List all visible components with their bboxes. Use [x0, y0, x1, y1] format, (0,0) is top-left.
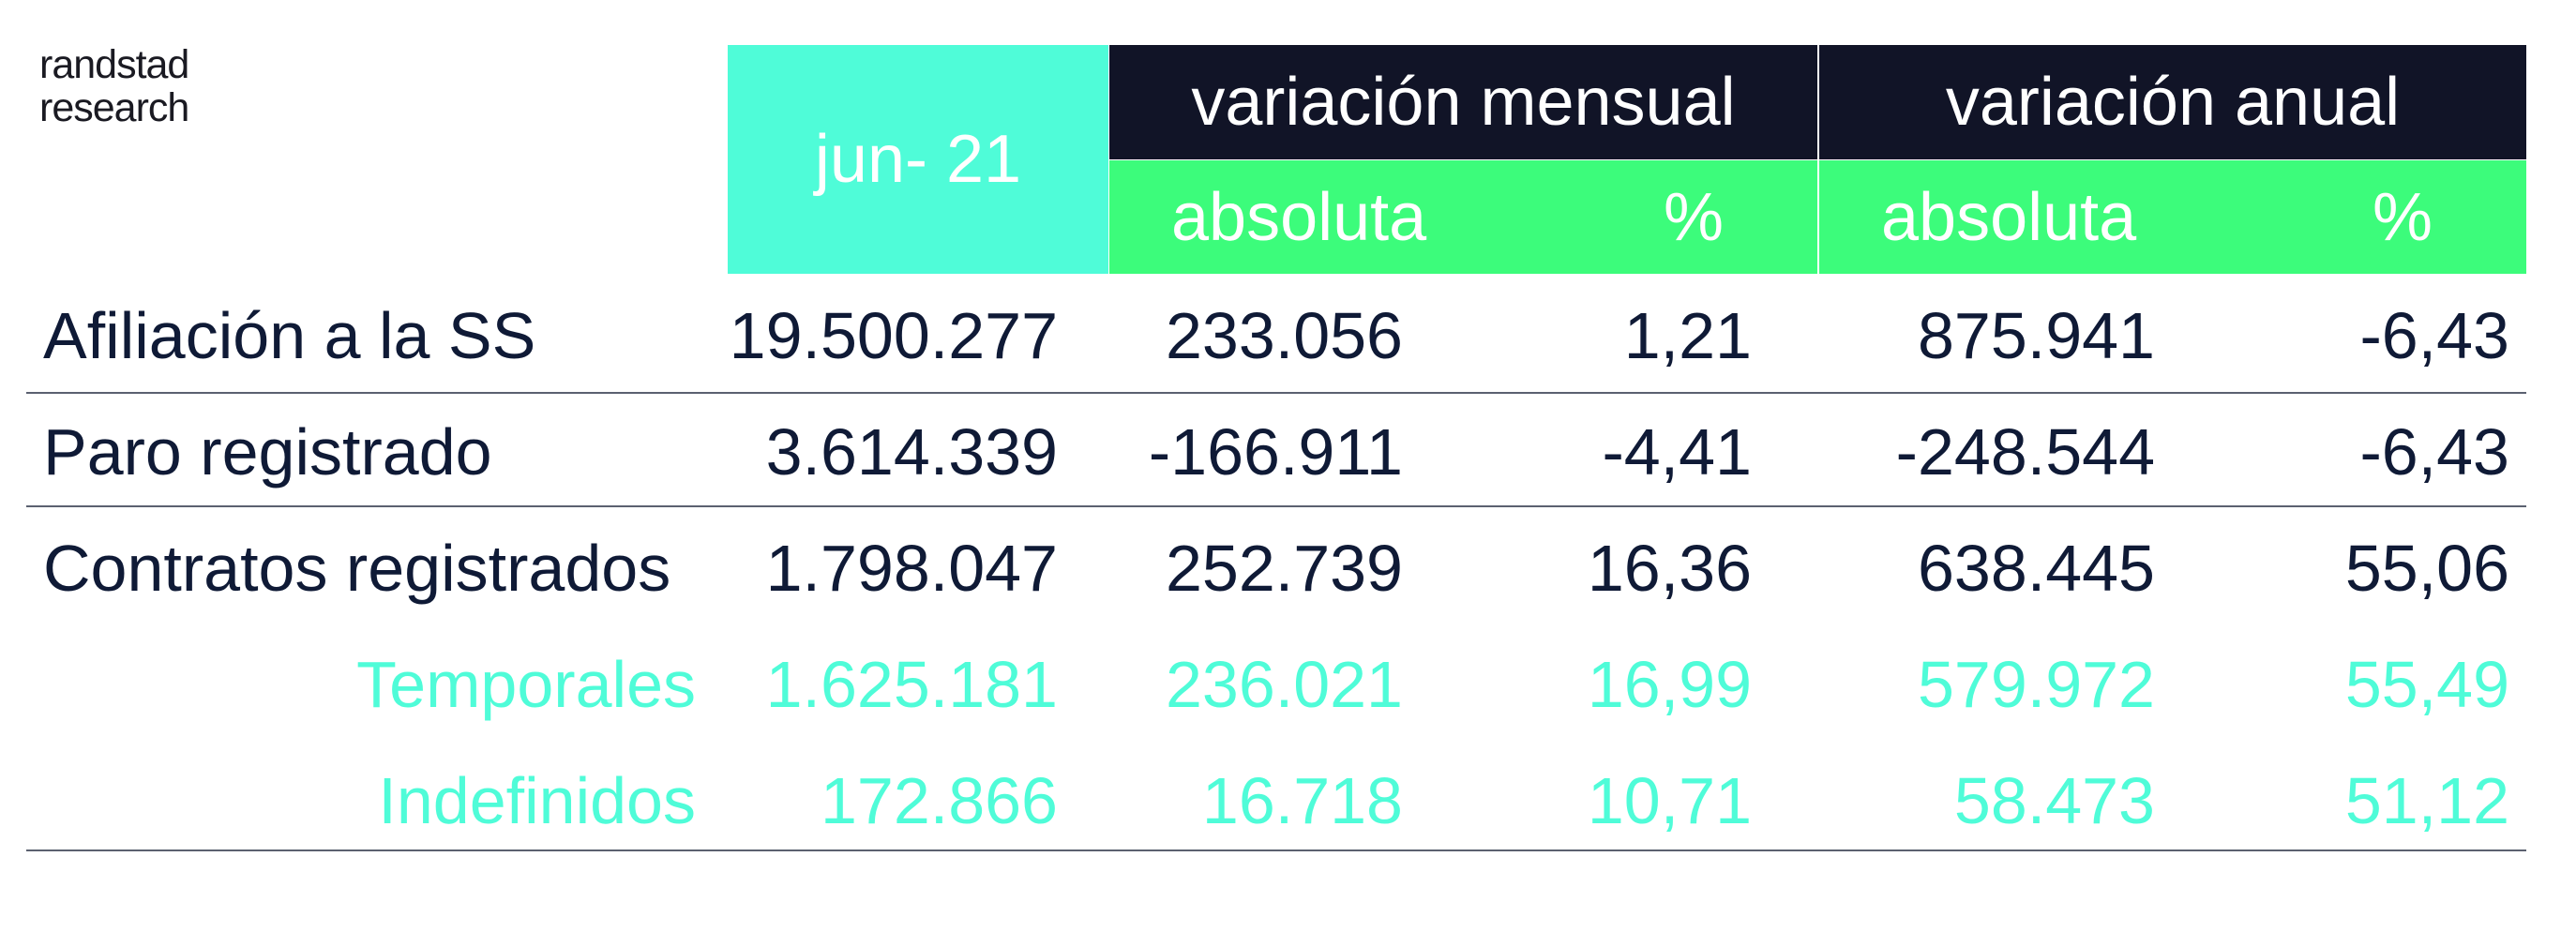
- header-variacion-mensual: variación mensual: [1109, 45, 1817, 159]
- cell-mensual-absoluta: 236.021: [1165, 648, 1403, 721]
- row-label: Indefinidos: [378, 764, 696, 837]
- row-label: Temporales: [356, 648, 696, 721]
- cell-anual-percent: 55,49: [2344, 648, 2509, 721]
- cell-anual-percent: -6,43: [2359, 299, 2509, 372]
- cell-anual-absoluta: 638.445: [1917, 532, 2155, 605]
- row-label: Contratos registrados: [43, 532, 671, 605]
- cell-anual-absoluta: 58.473: [1953, 764, 2155, 837]
- header-anual-percent: %: [2307, 160, 2526, 274]
- table-row: Temporales 1.625.181 236.021 16,99 579.9…: [0, 638, 2576, 731]
- cell-month: 1.798.047: [765, 532, 1058, 605]
- cell-mensual-percent: 10,71: [1587, 764, 1752, 837]
- cell-mensual-absoluta: 233.056: [1165, 299, 1403, 372]
- header-mensual-percent: %: [1597, 160, 1817, 274]
- row-divider: [26, 505, 2526, 507]
- cell-month: 19.500.277: [729, 299, 1058, 372]
- table-row: Paro registrado 3.614.339 -166.911 -4,41…: [0, 405, 2576, 499]
- row-divider: [26, 392, 2526, 394]
- cell-anual-absoluta: 579.972: [1917, 648, 2155, 721]
- cell-anual-absoluta: 875.941: [1917, 299, 2155, 372]
- cell-mensual-absoluta: -166.911: [1148, 415, 1403, 489]
- cell-month: 3.614.339: [765, 415, 1058, 489]
- cell-anual-absoluta: -248.544: [1895, 415, 2155, 489]
- cell-mensual-percent: 16,36: [1587, 532, 1752, 605]
- header-variacion-anual: variación anual: [1819, 45, 2526, 159]
- row-divider: [26, 849, 2526, 851]
- table-row: Contratos registrados 1.798.047 252.739 …: [0, 521, 2576, 615]
- cell-mensual-percent: 16,99: [1587, 648, 1752, 721]
- cell-mensual-absoluta: 16.718: [1201, 764, 1403, 837]
- logo-line-1: randstad: [39, 42, 189, 87]
- cell-mensual-percent: -4,41: [1602, 415, 1752, 489]
- header-anual-absoluta: absoluta: [1819, 160, 2307, 274]
- header-month: jun- 21: [728, 45, 1108, 274]
- logo-line-2: research: [39, 85, 189, 130]
- cell-month: 1.625.181: [765, 648, 1058, 721]
- cell-month: 172.866: [820, 764, 1058, 837]
- cell-anual-percent: 51,12: [2344, 764, 2509, 837]
- cell-mensual-absoluta: 252.739: [1165, 532, 1403, 605]
- cell-anual-percent: 55,06: [2344, 532, 2509, 605]
- randstad-research-logo: randstad research: [39, 42, 189, 130]
- row-label: Paro registrado: [43, 415, 492, 489]
- cell-anual-percent: -6,43: [2359, 415, 2509, 489]
- row-label: Afiliación a la SS: [43, 299, 536, 372]
- table-row: Afiliación a la SS 19.500.277 233.056 1,…: [0, 289, 2576, 383]
- header-mensual-absoluta: absoluta: [1109, 160, 1597, 274]
- table-row: Indefinidos 172.866 16.718 10,71 58.473 …: [0, 754, 2576, 848]
- cell-mensual-percent: 1,21: [1623, 299, 1752, 372]
